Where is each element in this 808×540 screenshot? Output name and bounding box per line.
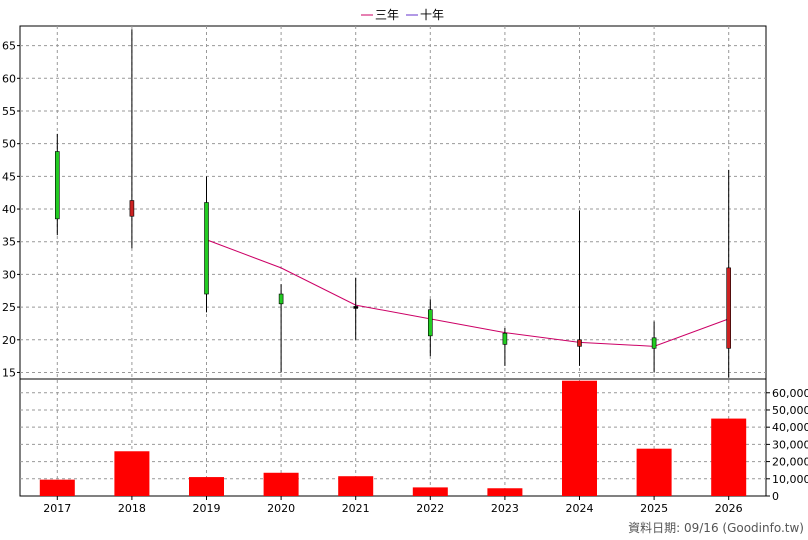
volume-bar bbox=[711, 418, 747, 496]
volume-tick-label: 0 bbox=[772, 490, 779, 503]
candle-body bbox=[54, 151, 60, 220]
x-tick-label: 2017 bbox=[43, 502, 71, 515]
x-tick-label: 2019 bbox=[193, 502, 221, 515]
price-tick-label: 20 bbox=[2, 334, 16, 347]
x-tick-label: 2023 bbox=[491, 502, 519, 515]
volume-tick-label: 50,000 bbox=[772, 404, 808, 417]
candle-body bbox=[427, 309, 433, 337]
x-axis: 2017 2018 2019 2020 2021 2022 2023 2024 2025 2026 bbox=[43, 496, 743, 515]
price-tick-label: 30 bbox=[2, 268, 16, 281]
volume-bar bbox=[487, 488, 523, 496]
volume-tick-label: 30,000 bbox=[772, 438, 808, 451]
legend-label-10yr: 十年 bbox=[420, 8, 444, 22]
ma-line-3yr bbox=[206, 239, 729, 347]
source-note: 資料日期: 09/16 (Goodinfo.tw) bbox=[628, 521, 804, 535]
price-tick-label: 60 bbox=[2, 72, 16, 85]
price-axis: 15 20 25 30 35 40 45 50 55 60 65 bbox=[2, 40, 20, 379]
ma-line-group bbox=[206, 239, 729, 347]
volume-tick-label: 60,000 bbox=[772, 387, 808, 400]
volume-bars bbox=[39, 380, 747, 496]
x-tick-label: 2024 bbox=[566, 502, 594, 515]
candle-body bbox=[577, 339, 582, 347]
candle-body bbox=[129, 200, 135, 217]
price-tick-label: 15 bbox=[2, 366, 16, 379]
x-tick-label: 2025 bbox=[640, 502, 668, 515]
volume-bar bbox=[189, 477, 224, 496]
candle-body bbox=[278, 293, 284, 305]
candle-body bbox=[353, 306, 359, 309]
price-tick-label: 45 bbox=[2, 170, 16, 183]
volume-bar bbox=[338, 476, 374, 496]
price-tick-label: 35 bbox=[2, 236, 16, 249]
candle-body bbox=[502, 332, 508, 345]
volume-bar bbox=[39, 479, 75, 496]
volume-tick-label: 10,000 bbox=[772, 473, 808, 486]
candle-body bbox=[651, 337, 657, 349]
volume-bar bbox=[412, 487, 448, 496]
volume-bar bbox=[114, 451, 150, 496]
volume-tick-label: 20,000 bbox=[772, 456, 808, 469]
plot-frame bbox=[19, 25, 767, 497]
legend-label-3yr: 三年 bbox=[375, 8, 399, 22]
x-tick-label: 2021 bbox=[342, 502, 370, 515]
volume-bar bbox=[263, 472, 299, 496]
x-tick-label: 2026 bbox=[715, 502, 743, 515]
legend: 三年 十年 bbox=[361, 8, 444, 22]
grid bbox=[20, 26, 766, 496]
price-tick-label: 50 bbox=[2, 138, 16, 151]
x-tick-label: 2020 bbox=[267, 502, 295, 515]
volume-bar bbox=[636, 448, 672, 496]
price-tick-label: 25 bbox=[2, 301, 16, 314]
volume-tick-label: 40,000 bbox=[772, 421, 808, 434]
x-tick-label: 2018 bbox=[118, 502, 146, 515]
price-tick-label: 65 bbox=[2, 40, 16, 53]
candle-body bbox=[204, 202, 209, 295]
candles bbox=[54, 29, 732, 378]
volume-bar bbox=[562, 380, 597, 496]
x-tick-label: 2022 bbox=[416, 502, 444, 515]
candle-body bbox=[726, 267, 732, 349]
volume-axis: 0 10,000 20,000 30,000 40,000 50,000 60,000 bbox=[766, 387, 808, 503]
price-tick-label: 40 bbox=[2, 203, 16, 216]
price-tick-label: 55 bbox=[2, 105, 16, 118]
